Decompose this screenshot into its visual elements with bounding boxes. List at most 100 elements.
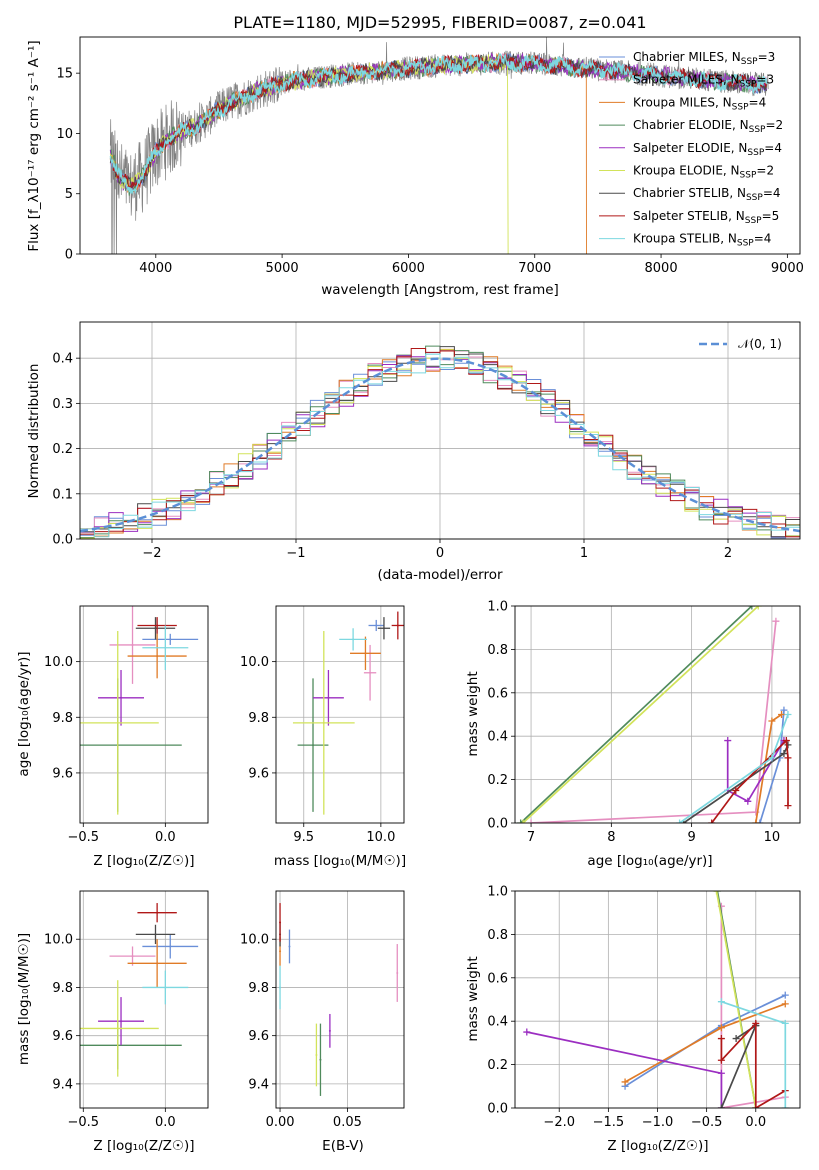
x-tick-label: −2 <box>142 546 161 561</box>
figure-title: PLATE=1180, MJD=52995, FIBERID=0087, z=0… <box>233 13 646 32</box>
y-tick-label: 0.6 <box>487 686 508 701</box>
mass-weight-marker <box>717 1069 725 1077</box>
mass-weight-marker <box>781 991 789 999</box>
axes-frame <box>514 605 801 824</box>
Z-mass-weight-panel: −2.0 −1.5 −1.0 −0.5 0.0 0.0 0.2 0.4 0.6 0.8 1.0 <box>487 885 801 1130</box>
mass-weight-marker <box>784 741 792 749</box>
legend-label: Salpeter ELODIE, NSSP=4 <box>633 141 782 158</box>
y-tick-label: 0.8 <box>487 928 508 943</box>
x-tick-label: 5000 <box>266 261 299 276</box>
mass-weight-marker <box>778 711 786 718</box>
data-point <box>352 638 355 641</box>
data-point <box>322 721 325 724</box>
legend-label: Kroupa MILES, NSSP=4 <box>633 95 766 112</box>
mass-weight-line <box>715 891 757 1108</box>
age-mass-weight-panel: 7 8 9 10 0.0 0.2 0.4 0.6 0.8 1.0 <box>487 600 801 845</box>
x-tick-label: 9000 <box>771 261 804 276</box>
y-tick-label: 0.0 <box>487 817 508 832</box>
plot-area <box>80 606 208 823</box>
legend-label: Chabrier ELODIE, NSSP=2 <box>633 118 783 135</box>
plot-content <box>109 37 769 254</box>
mass-weight-marker <box>519 819 527 823</box>
y-tick-label: 9.8 <box>248 981 269 996</box>
x-tick-label: 0 <box>436 546 444 561</box>
zmw-x-label: Z [log₁₀(Z/Z☉)] <box>607 1138 708 1154</box>
agemw-y-label: mass weight <box>465 671 481 756</box>
data-point <box>154 933 157 936</box>
Z-vs-age-panel: −0.5 0.0 9.6 9.8 10.0 <box>44 605 209 845</box>
y-tick-label: 9.4 <box>248 1077 269 1092</box>
mass-weight-marker <box>708 819 716 823</box>
data-point <box>369 671 372 674</box>
data-point <box>154 627 157 630</box>
mass-weight-marker <box>784 802 792 810</box>
data-point <box>156 911 159 914</box>
data-point <box>319 1058 322 1061</box>
y-tick-label: 5 <box>65 187 73 202</box>
spectrum-panel: 4000 5000 6000 7000 8000 9000 0 5 10 15 Chabrier M… <box>56 36 804 276</box>
plot-content <box>279 903 399 1096</box>
data-point <box>327 696 330 699</box>
y-tick-label: 10.0 <box>44 933 73 948</box>
axes-frame <box>79 36 801 255</box>
x-tick-label: 8 <box>607 830 615 845</box>
ebvmass-x-label: E(B-V) <box>322 1138 364 1154</box>
mass-weight-line <box>720 906 786 1108</box>
data-point <box>116 721 119 724</box>
plot-area <box>276 891 404 1108</box>
mass-weight-marker <box>527 819 535 823</box>
axes-frame <box>79 890 209 1109</box>
axes-frame <box>275 890 405 1109</box>
zage-x-label: Z [log₁₀(Z/Z☉)] <box>93 853 194 869</box>
mass-weight-marker <box>756 819 764 823</box>
data-point <box>156 624 159 627</box>
mass-weight-marker <box>781 1104 789 1108</box>
mass-weight-marker <box>782 737 790 745</box>
y-tick-label: 9.8 <box>52 711 73 726</box>
mass-weight-marker <box>772 617 780 625</box>
y-tick-label: 10.0 <box>44 655 73 670</box>
x-tick-label: 4000 <box>139 261 172 276</box>
x-tick-label: 0.0 <box>155 1115 176 1130</box>
plot-content <box>80 903 199 1077</box>
x-tick-label: 9.5 <box>293 830 314 845</box>
x-tick-label: 6000 <box>392 261 425 276</box>
normal-curve <box>80 357 800 533</box>
spectrum-x-label: wavelength [Angstrom, rest frame] <box>321 282 559 298</box>
plot-content <box>517 606 792 823</box>
mass-weight-marker <box>780 750 788 758</box>
x-tick-label: −1.0 <box>642 1115 674 1130</box>
plot-area <box>276 606 404 823</box>
mass-weight-marker <box>724 737 732 745</box>
y-tick-label: 15 <box>56 67 73 82</box>
y-tick-label: 1.0 <box>487 885 508 900</box>
axes-frame <box>79 605 209 824</box>
residual-histogram-panel: −2 −1 0 1 2 0.0 0.1 0.2 0.3 0.4 𝒩(0, 1) <box>52 321 801 561</box>
legend-label: Kroupa ELODIE, NSSP=2 <box>633 164 774 181</box>
y-tick-label: 9.8 <box>248 711 269 726</box>
mass-weight-marker <box>717 998 725 1006</box>
data-point <box>288 945 291 948</box>
mass-weight-marker <box>784 711 792 718</box>
mass-weight-marker <box>621 1078 629 1086</box>
x-tick-label: 9 <box>687 830 695 845</box>
legend-label: Salpeter MILES, NSSP=3 <box>633 73 774 90</box>
y-tick-label: 0 <box>65 248 73 263</box>
mass-weight-marker <box>748 606 756 610</box>
zage-y-label: age [log₁₀(age/yr)] <box>16 651 32 776</box>
data-point <box>169 638 172 641</box>
x-tick-label: −1 <box>286 546 305 561</box>
mass-weight-marker <box>717 1024 725 1032</box>
y-tick-label: 0.2 <box>487 773 508 788</box>
data-point <box>131 643 134 646</box>
x-tick-label: 7000 <box>518 261 551 276</box>
mass-weight-marker <box>517 819 525 823</box>
x-tick-label: 8000 <box>645 261 678 276</box>
y-tick-label: 0.2 <box>52 442 73 457</box>
model-spectrum-line <box>109 52 768 195</box>
x-tick-label: 0.00 <box>266 1115 295 1130</box>
axes-frame <box>514 890 801 1109</box>
mass-weight-marker <box>744 797 752 805</box>
mass-weight-line <box>726 740 785 803</box>
mass-weight-marker <box>752 1019 760 1027</box>
